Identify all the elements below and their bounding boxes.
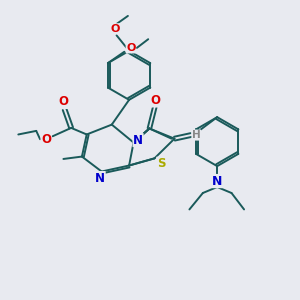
Text: O: O (111, 24, 120, 34)
Text: O: O (151, 94, 161, 107)
Text: S: S (157, 157, 165, 170)
Text: O: O (126, 43, 136, 53)
Text: H: H (192, 130, 201, 140)
Text: N: N (95, 172, 105, 184)
Text: O: O (58, 95, 68, 108)
Text: N: N (212, 175, 222, 188)
Text: O: O (41, 133, 51, 146)
Text: N: N (133, 134, 143, 147)
